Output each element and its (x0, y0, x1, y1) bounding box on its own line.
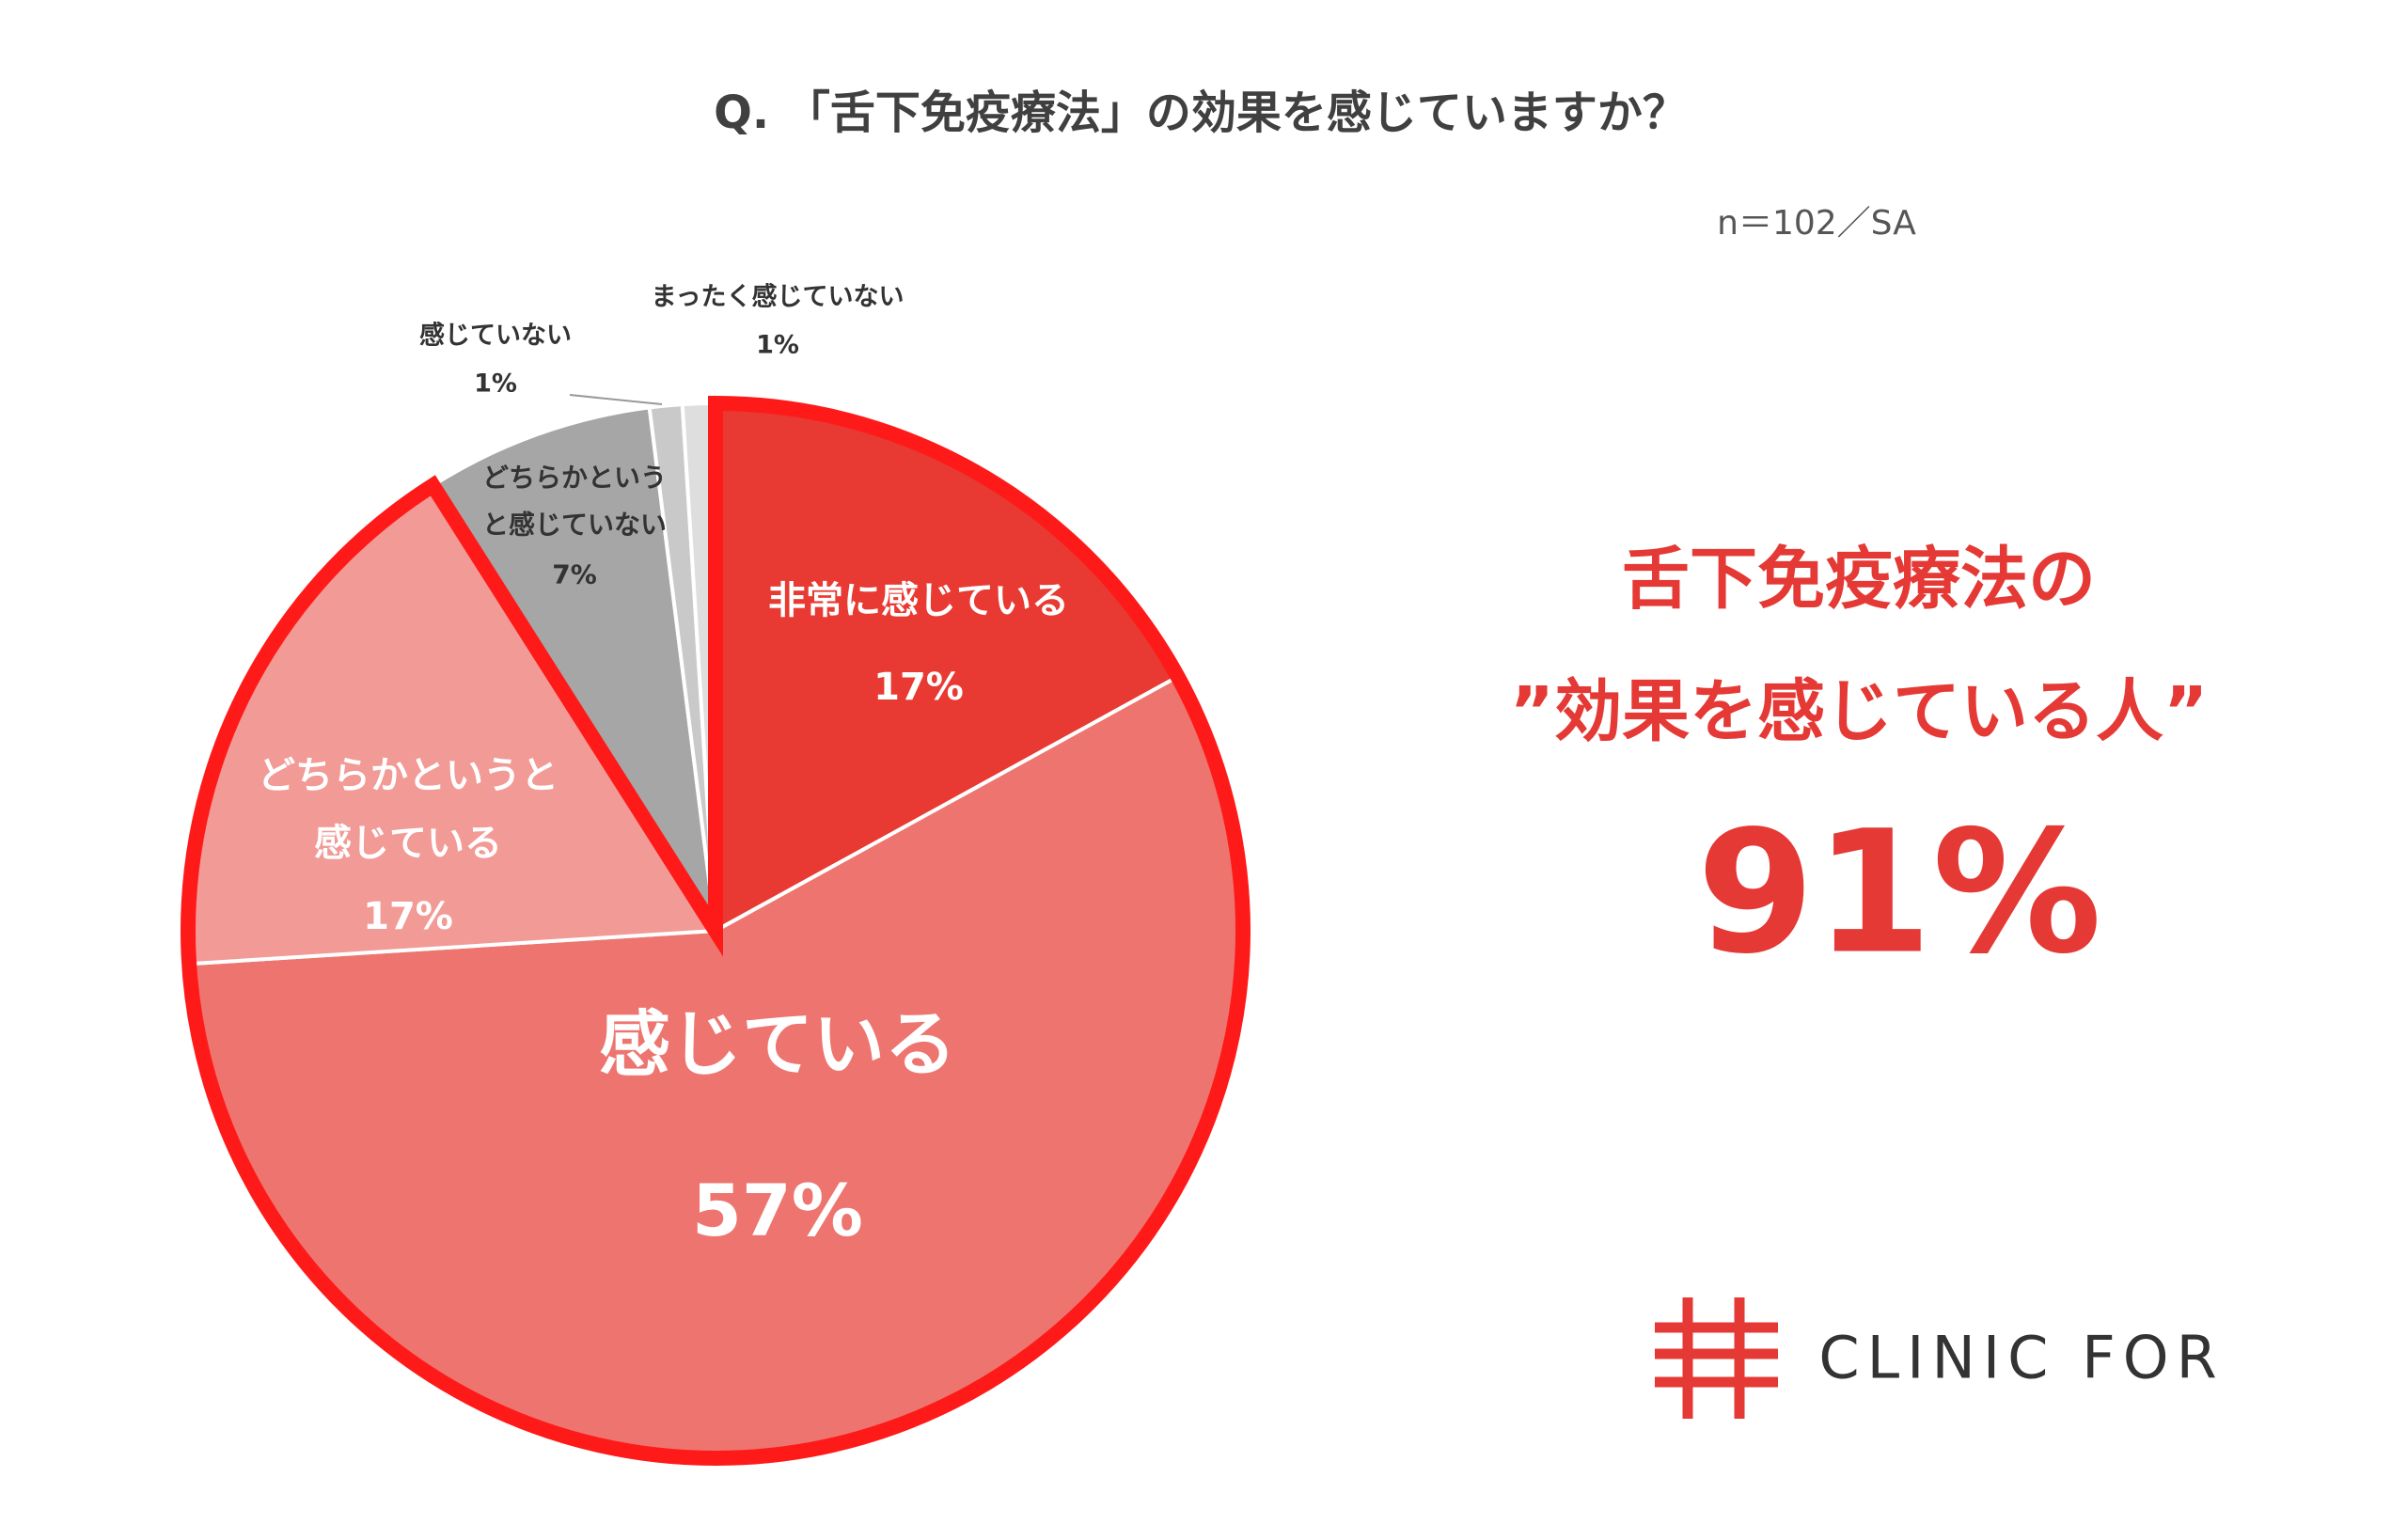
leader-line (569, 394, 663, 405)
value-label: 7% (552, 558, 597, 590)
logo-text: CLINIC FOR (1818, 1323, 2225, 1392)
value-label: 1% (474, 369, 517, 398)
slice-label: まったく感じていない 1% (608, 275, 947, 368)
pie-slice (430, 405, 717, 933)
slice-label: どちらかというと感じている 17% (248, 742, 568, 951)
callout-line1: 舌下免疫療法の (1621, 539, 2096, 619)
category-label: 感じている (599, 1002, 956, 1087)
value-label: 1% (756, 330, 799, 359)
callout-value: 91% (1696, 794, 2102, 992)
logo-icon (1655, 1297, 1778, 1419)
category-label: まったく感じていない (651, 282, 905, 312)
slice-label: どちらかというと感じていない 7% (474, 454, 676, 598)
category-label: どちらかというと感じている (258, 754, 558, 865)
value-label: 17% (363, 895, 453, 938)
slice-label: 非常に感じている 17% (721, 567, 1116, 721)
highlight-outline (181, 395, 1251, 1466)
subtitle: n＝102／SA (1717, 204, 1916, 243)
category-label: どちらかというと感じていない (481, 462, 667, 541)
callout-line2: ”効果を感じている人” (1509, 671, 2209, 751)
value-label: 17% (873, 666, 964, 709)
slice-label: 感じていない 1% (354, 313, 637, 406)
chart-title: Q. 「舌下免疫療法」の効果を感じていますか？ (714, 86, 1688, 139)
pie (181, 395, 1251, 1466)
value-label: 57% (692, 1169, 863, 1252)
category-label: 感じていない (419, 321, 572, 351)
slice-label: 感じている 57% (543, 981, 1013, 1276)
category-label: 非常に感じている (768, 579, 1069, 622)
